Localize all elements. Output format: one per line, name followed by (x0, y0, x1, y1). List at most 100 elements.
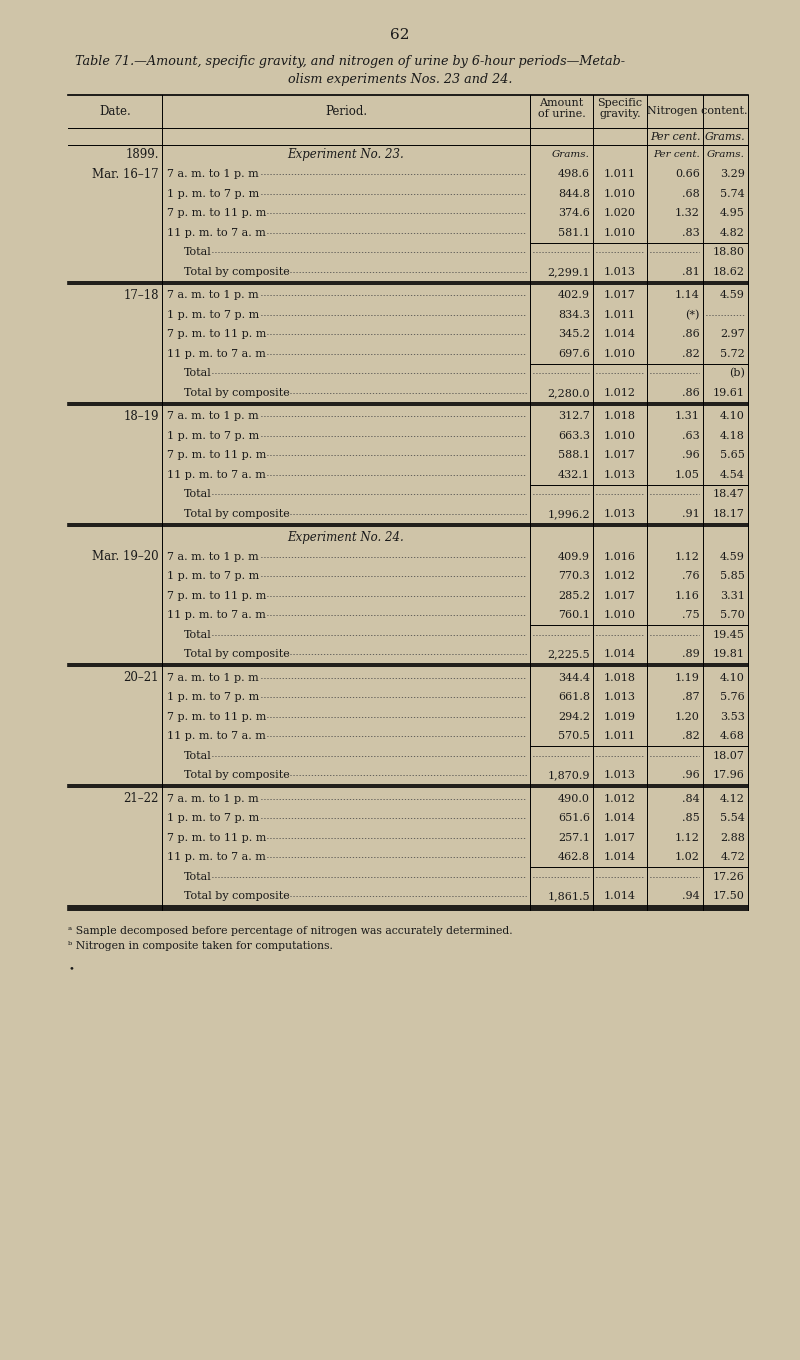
Text: Period.: Period. (325, 105, 367, 118)
Text: Mar. 19–20: Mar. 19–20 (92, 551, 159, 563)
Text: Total: Total (184, 490, 212, 499)
Text: 1.14: 1.14 (675, 290, 700, 301)
Text: .84: .84 (682, 794, 700, 804)
Text: 4.54: 4.54 (720, 469, 745, 480)
Text: ᵃ Sample decomposed before percentage of nitrogen was accurately determined.: ᵃ Sample decomposed before percentage of… (68, 926, 513, 936)
Text: 2.97: 2.97 (720, 329, 745, 339)
Text: 3.53: 3.53 (720, 711, 745, 722)
Text: 1,861.5: 1,861.5 (547, 891, 590, 902)
Text: .63: .63 (682, 431, 700, 441)
Text: 661.8: 661.8 (558, 692, 590, 702)
Text: 17–18: 17–18 (123, 288, 159, 302)
Text: 1 p. m. to 7 p. m: 1 p. m. to 7 p. m (167, 189, 259, 199)
Text: 770.3: 770.3 (558, 571, 590, 581)
Text: 4.82: 4.82 (720, 227, 745, 238)
Text: 1.014: 1.014 (604, 329, 636, 339)
Text: 7 p. m. to 11 p. m: 7 p. m. to 11 p. m (167, 590, 266, 601)
Text: 1.014: 1.014 (604, 891, 636, 902)
Text: 1.012: 1.012 (604, 571, 636, 581)
Text: 4.10: 4.10 (720, 673, 745, 683)
Text: 294.2: 294.2 (558, 711, 590, 722)
Text: 1 p. m. to 7 p. m: 1 p. m. to 7 p. m (167, 571, 259, 581)
Text: 4.68: 4.68 (720, 732, 745, 741)
Text: 11 p. m. to 7 a. m: 11 p. m. to 7 a. m (167, 732, 266, 741)
Text: 409.9: 409.9 (558, 552, 590, 562)
Text: 2.88: 2.88 (720, 832, 745, 843)
Text: Grams.: Grams. (705, 132, 746, 141)
Text: Total: Total (184, 630, 212, 639)
Text: 17.26: 17.26 (713, 872, 745, 881)
Text: 1899.: 1899. (126, 148, 159, 162)
Text: 18.07: 18.07 (713, 751, 745, 760)
Text: Grams.: Grams. (707, 150, 745, 159)
Text: Experiment No. 24.: Experiment No. 24. (288, 530, 404, 544)
Text: 285.2: 285.2 (558, 590, 590, 601)
Text: 11 p. m. to 7 a. m: 11 p. m. to 7 a. m (167, 611, 266, 620)
Text: .85: .85 (682, 813, 700, 823)
Text: 1.011: 1.011 (604, 169, 636, 180)
Text: Table 71.—Amount, specific gravity, and nitrogen of urine by 6-hour periods—Meta: Table 71.—Amount, specific gravity, and … (75, 54, 625, 68)
Text: Total: Total (184, 248, 212, 257)
Text: 5.65: 5.65 (720, 450, 745, 460)
Text: 3.29: 3.29 (720, 169, 745, 180)
Text: 11 p. m. to 7 a. m: 11 p. m. to 7 a. m (167, 469, 266, 480)
Text: 834.3: 834.3 (558, 310, 590, 320)
Text: Total: Total (184, 369, 212, 378)
Text: 663.3: 663.3 (558, 431, 590, 441)
Text: Total by composite: Total by composite (184, 509, 290, 518)
Text: 1.013: 1.013 (604, 692, 636, 702)
Text: Total: Total (184, 751, 212, 760)
Text: ᵇ Nitrogen in composite taken for computations.: ᵇ Nitrogen in composite taken for comput… (68, 941, 333, 951)
Text: 588.1: 588.1 (558, 450, 590, 460)
Text: 1.017: 1.017 (604, 450, 636, 460)
Text: 4.59: 4.59 (720, 290, 745, 301)
Text: Experiment No. 23.: Experiment No. 23. (288, 148, 404, 162)
Text: 11 p. m. to 7 a. m: 11 p. m. to 7 a. m (167, 853, 266, 862)
Text: 4.59: 4.59 (720, 552, 745, 562)
Text: 1 p. m. to 7 p. m: 1 p. m. to 7 p. m (167, 310, 259, 320)
Text: 7 a. m. to 1 p. m: 7 a. m. to 1 p. m (167, 169, 258, 180)
Text: 1.012: 1.012 (604, 388, 636, 397)
Text: 1.014: 1.014 (604, 649, 636, 660)
Text: .76: .76 (682, 571, 700, 581)
Text: 1.05: 1.05 (675, 469, 700, 480)
Text: 1.011: 1.011 (604, 732, 636, 741)
Text: 1.012: 1.012 (604, 794, 636, 804)
Text: 18.17: 18.17 (713, 509, 745, 518)
Text: Per cent.: Per cent. (654, 150, 700, 159)
Text: 19.45: 19.45 (713, 630, 745, 639)
Text: 1.019: 1.019 (604, 711, 636, 722)
Text: 760.1: 760.1 (558, 611, 590, 620)
Text: 4.72: 4.72 (720, 853, 745, 862)
Text: .82: .82 (682, 732, 700, 741)
Text: 5.54: 5.54 (720, 813, 745, 823)
Text: .86: .86 (682, 388, 700, 397)
Text: 1.12: 1.12 (675, 832, 700, 843)
Text: .94: .94 (682, 891, 700, 902)
Text: 18.62: 18.62 (713, 267, 745, 276)
Text: Date.: Date. (99, 105, 131, 118)
Text: 498.6: 498.6 (558, 169, 590, 180)
Text: 3.31: 3.31 (720, 590, 745, 601)
Text: 1.013: 1.013 (604, 267, 636, 276)
Text: 11 p. m. to 7 a. m: 11 p. m. to 7 a. m (167, 348, 266, 359)
Text: 7 a. m. to 1 p. m: 7 a. m. to 1 p. m (167, 290, 258, 301)
Text: 1.010: 1.010 (604, 611, 636, 620)
Text: 844.8: 844.8 (558, 189, 590, 199)
Text: 490.0: 490.0 (558, 794, 590, 804)
Text: 7 p. m. to 11 p. m: 7 p. m. to 11 p. m (167, 711, 266, 722)
Text: Total by composite: Total by composite (184, 770, 290, 781)
Text: .81: .81 (682, 267, 700, 276)
Text: Total by composite: Total by composite (184, 891, 290, 902)
Text: 19.61: 19.61 (713, 388, 745, 397)
Text: 1.017: 1.017 (604, 290, 636, 301)
Text: Grams.: Grams. (552, 150, 590, 159)
Text: Mar. 16–17: Mar. 16–17 (92, 167, 159, 181)
Text: .89: .89 (682, 649, 700, 660)
Text: olism experiments Nos. 23 and 24.: olism experiments Nos. 23 and 24. (288, 73, 512, 86)
Text: 7 a. m. to 1 p. m: 7 a. m. to 1 p. m (167, 552, 258, 562)
Text: 18.80: 18.80 (713, 248, 745, 257)
Text: .75: .75 (682, 611, 700, 620)
Text: 1.16: 1.16 (675, 590, 700, 601)
Text: 1.018: 1.018 (604, 673, 636, 683)
